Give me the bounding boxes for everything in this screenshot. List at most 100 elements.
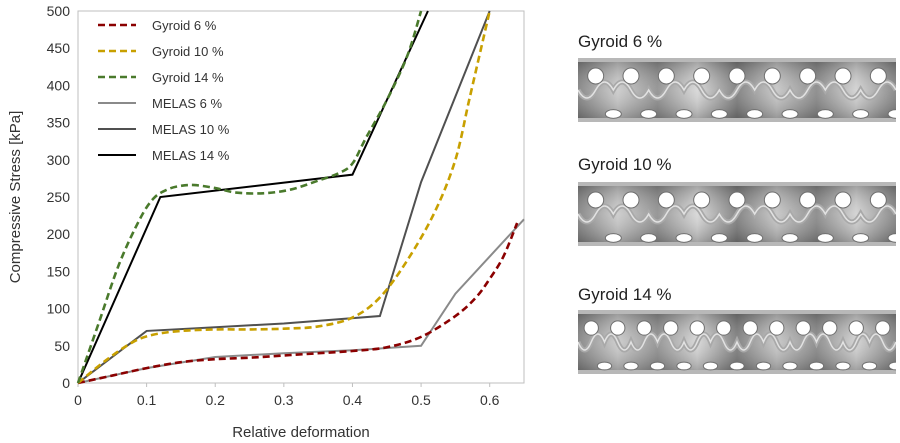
pore-hole — [808, 361, 825, 371]
panel-title-gyroid-14: Gyroid 14 % — [578, 285, 672, 304]
pore-hole — [710, 233, 728, 243]
pore-hole — [769, 320, 785, 336]
pore-hole — [596, 361, 613, 371]
pore-hole — [875, 320, 891, 336]
bottom-face-sheet — [578, 370, 896, 374]
legend-entry-gyroid-14: Gyroid 14 % — [98, 70, 224, 85]
x-tick-label: 0.2 — [205, 392, 225, 408]
pore-hole — [782, 361, 798, 371]
y-tick-label: 50 — [54, 338, 70, 354]
x-axis-label: Relative deformation — [232, 424, 370, 441]
pore-hole — [822, 320, 838, 336]
pore-hole — [742, 320, 758, 336]
pore-hole — [746, 109, 764, 119]
gyroid-strut-highlight — [578, 333, 896, 351]
pore-hole — [869, 67, 887, 85]
series-line-melas-14 — [77, 10, 429, 384]
pore-hole — [887, 233, 896, 243]
pore-hole — [763, 191, 781, 209]
pore-hole — [675, 109, 693, 119]
y-tick-label: 100 — [47, 301, 71, 317]
gyroid-10-structure-image — [578, 182, 896, 246]
legend-entry-gyroid-6: Gyroid 6 % — [98, 18, 217, 33]
pore-hole — [636, 320, 652, 336]
pore-hole — [640, 109, 658, 119]
legend-label: Gyroid 10 % — [152, 44, 224, 59]
pore-hole — [587, 191, 605, 209]
pore-hole — [610, 320, 626, 336]
pore-hole — [649, 361, 666, 371]
pore-hole — [676, 361, 692, 371]
gyroid-strut-highlight — [578, 81, 896, 99]
plot-frame — [77, 10, 525, 384]
pore-hole — [795, 320, 811, 336]
pore-hole — [755, 361, 772, 371]
legend-entry-melas-14: MELAS 14 % — [98, 148, 230, 163]
pore-hole — [888, 361, 896, 371]
series-line-melas-6 — [77, 218, 525, 384]
y-tick-label: 150 — [47, 263, 71, 279]
series-line-gyroid-6 — [77, 222, 519, 385]
pore-hole — [869, 191, 887, 209]
x-tick-label: 0.5 — [411, 392, 431, 408]
pore-hole — [852, 109, 870, 119]
pore-hole — [799, 67, 817, 85]
legend-label: MELAS 14 % — [152, 148, 230, 163]
pore-hole — [702, 361, 719, 371]
x-tick-label: 0.4 — [343, 392, 363, 408]
pore-hole — [861, 361, 878, 371]
legend-entry-gyroid-10: Gyroid 10 % — [98, 44, 224, 59]
series-line-gyroid-14 — [76, 10, 423, 384]
x-tick-label: 0.3 — [274, 392, 294, 408]
pore-hole — [728, 191, 746, 209]
pore-hole — [816, 109, 834, 119]
pore-hole — [799, 191, 817, 209]
stress-strain-chart: 0 50 100 150 200 250 300 350 400 450 500 0 0.1 0.2 0.3… — [7, 3, 525, 441]
pore-hole — [835, 361, 851, 371]
y-tick-label: 300 — [47, 152, 71, 168]
pore-hole — [834, 191, 852, 209]
gyroid-14-structure-image — [578, 310, 896, 374]
pore-hole — [729, 361, 745, 371]
pore-hole — [852, 233, 870, 243]
pore-hole — [816, 233, 834, 243]
y-tick-label: 450 — [47, 40, 71, 56]
y-tick-label: 500 — [47, 3, 71, 19]
pore-hole — [716, 320, 732, 336]
pore-hole — [623, 361, 639, 371]
pore-hole — [657, 191, 675, 209]
pore-hole — [587, 67, 605, 85]
pore-hole — [781, 109, 799, 119]
pore-hole — [746, 233, 764, 243]
pore-hole — [663, 320, 679, 336]
legend-label: MELAS 10 % — [152, 122, 230, 137]
pore-hole — [693, 67, 711, 85]
bottom-face-sheet — [578, 242, 896, 246]
legend-entry-melas-6: MELAS 6 % — [98, 96, 223, 111]
gyroid-6-structure-image — [578, 58, 896, 122]
y-tick-label: 0 — [62, 375, 70, 391]
pore-hole — [848, 320, 864, 336]
series-line-gyroid-10 — [77, 10, 491, 385]
legend-label: Gyroid 14 % — [152, 70, 224, 85]
x-tick-label: 0 — [74, 392, 82, 408]
pore-hole — [728, 67, 746, 85]
legend-entry-melas-10: MELAS 10 % — [98, 122, 230, 137]
panel-title-gyroid-10: Gyroid 10 % — [578, 155, 672, 174]
top-face-sheet — [578, 58, 896, 62]
pore-hole — [689, 320, 705, 336]
x-tick-label: 0.1 — [137, 392, 157, 408]
y-tick-label: 400 — [47, 77, 71, 93]
legend-label: Gyroid 6 % — [152, 18, 217, 33]
y-tick-label: 200 — [47, 226, 71, 242]
y-tick-label: 350 — [47, 115, 71, 131]
pore-hole — [693, 191, 711, 209]
pore-hole — [622, 67, 640, 85]
pore-hole — [763, 67, 781, 85]
y-tick-label: 250 — [47, 189, 71, 205]
bottom-face-sheet — [578, 118, 896, 122]
panel-title-gyroid-6: Gyroid 6 % — [578, 32, 663, 51]
legend-label: MELAS 6 % — [152, 96, 223, 111]
pore-hole — [657, 67, 675, 85]
pore-hole — [604, 233, 622, 243]
